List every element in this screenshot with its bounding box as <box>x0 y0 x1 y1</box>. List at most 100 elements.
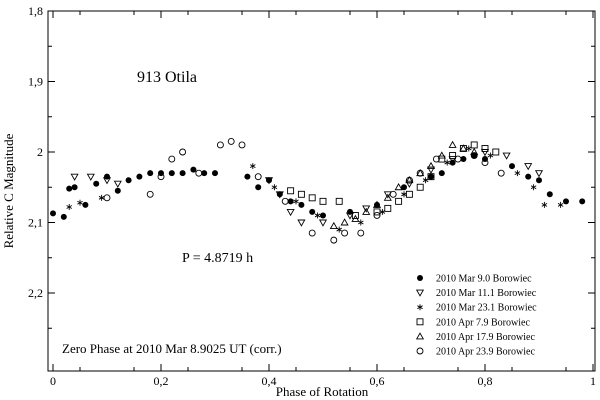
data-point <box>345 212 355 220</box>
data-point <box>524 163 533 171</box>
legend-marker <box>417 304 423 311</box>
data-point <box>379 208 386 215</box>
legend-marker <box>415 289 425 297</box>
legend-entry: 2010 Apr 7.9 Borowiec <box>416 317 530 328</box>
data-point <box>320 212 326 219</box>
data-point <box>546 191 553 198</box>
legend-marker <box>416 347 424 355</box>
data-point <box>50 210 56 217</box>
data-point <box>179 148 187 156</box>
legend-marker <box>416 318 424 326</box>
data-point <box>534 170 544 178</box>
series-5 <box>329 140 479 229</box>
y-tick-label: 1,9 <box>28 75 43 89</box>
data-point <box>362 207 371 215</box>
data-point <box>212 170 218 177</box>
legend-entry: 2010 Apr 17.9 Borowiec <box>415 332 535 343</box>
data-point <box>502 152 511 160</box>
data-point <box>438 155 446 163</box>
data-point <box>460 156 467 163</box>
data-point <box>249 163 256 170</box>
data-point <box>66 203 73 210</box>
data-point <box>487 152 494 159</box>
data-point <box>362 205 371 213</box>
data-point <box>351 214 360 222</box>
data-point <box>308 229 316 237</box>
legend-marker <box>417 275 423 281</box>
legend-entry: 2010 Mar 9.0 Borowiec <box>417 274 532 285</box>
data-point <box>427 173 435 181</box>
legend-entry: 2010 Mar 11.1 Borowiec <box>415 288 537 299</box>
data-point <box>448 140 457 148</box>
x-tick-label: 0,6 <box>370 374 385 388</box>
data-point <box>298 201 305 208</box>
data-point <box>297 219 306 227</box>
data-point <box>563 198 569 205</box>
data-point <box>557 201 564 208</box>
legend-label: 2010 Apr 7.9 Borowiec <box>436 317 530 328</box>
y-tick-label: 2,2 <box>28 286 43 300</box>
data-point <box>357 219 364 226</box>
axis-ticks: 0 0,2 0,4 0,6 0,8 1 1,8 1,9 2 2,1 2,2 <box>28 4 596 388</box>
x-tick-label: 0,2 <box>154 374 169 388</box>
data-point <box>341 229 349 237</box>
data-point <box>405 175 414 184</box>
data-point <box>147 170 154 177</box>
data-point <box>336 226 343 233</box>
data-point <box>309 208 316 215</box>
data-points <box>50 137 586 244</box>
data-point <box>168 170 175 177</box>
data-point <box>405 180 414 188</box>
data-point <box>383 193 392 201</box>
data-point <box>432 155 440 163</box>
x-tick-label: 0,4 <box>262 374 277 388</box>
data-point <box>308 194 316 202</box>
data-point <box>383 191 392 199</box>
data-point <box>525 173 532 180</box>
data-point <box>428 173 434 180</box>
data-point <box>357 229 365 237</box>
data-point <box>470 147 479 155</box>
data-point <box>238 141 246 149</box>
x-axis-title: Phase of Rotation <box>276 384 369 399</box>
data-point <box>401 184 407 191</box>
data-point <box>93 180 100 187</box>
data-point <box>514 170 521 177</box>
series-6 <box>103 137 505 244</box>
data-point <box>438 170 445 177</box>
data-point <box>70 173 79 181</box>
data-point <box>416 168 425 177</box>
data-point <box>482 156 488 163</box>
data-point <box>103 194 111 202</box>
data-point <box>66 185 73 192</box>
data-point <box>401 191 407 198</box>
x-tick-label: 1 <box>590 374 596 388</box>
legend: 2010 Mar 9.0 Borowiec 2010 Mar 11.1 Borow… <box>415 274 537 358</box>
x-tick-label: 0,8 <box>478 374 493 388</box>
data-point <box>287 198 294 205</box>
data-point <box>481 159 489 167</box>
data-point <box>157 173 165 181</box>
data-point <box>373 208 381 216</box>
data-point <box>536 177 542 184</box>
data-point <box>158 170 164 177</box>
data-point <box>426 161 436 170</box>
legend-entry: 2010 Apr 23.9 Borowiec <box>416 347 535 358</box>
data-point <box>190 166 197 173</box>
data-point <box>492 148 500 156</box>
data-point <box>271 184 278 191</box>
data-point <box>264 177 274 185</box>
data-point <box>330 236 338 244</box>
data-point <box>579 198 586 205</box>
data-point <box>114 187 121 194</box>
data-point <box>244 173 251 180</box>
y-axis-title: Relative C Magnitude <box>1 133 16 248</box>
data-point <box>389 190 397 198</box>
data-point <box>416 183 424 191</box>
data-point <box>125 177 132 184</box>
data-point <box>372 200 382 208</box>
data-point <box>471 152 478 159</box>
data-point <box>287 187 295 195</box>
data-point <box>71 184 78 191</box>
